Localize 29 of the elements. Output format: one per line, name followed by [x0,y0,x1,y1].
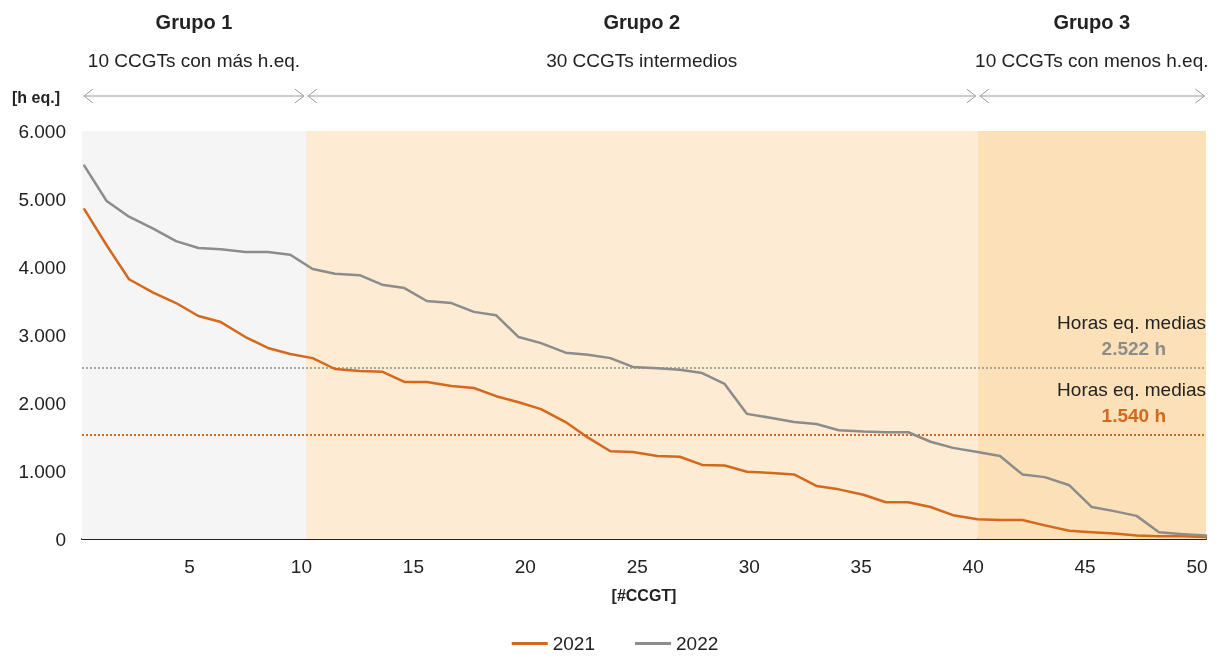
x-tick-label: 25 [626,556,648,577]
y-tick-label: 1.000 [18,460,66,482]
ref-line-label: Horas eq. medias 1.540 h [1057,378,1206,426]
text: 10 CCGTs con más h.eq. [87,49,301,71]
x-tick-label: 30 [738,556,760,577]
x-tick-label: 35 [850,556,872,577]
x-tick-label: 5 [184,556,195,577]
x-tick-label: 15 [402,556,424,577]
text: Grupo 3 [1053,11,1131,33]
text: 30 CCGTs intermedios [546,49,738,71]
x-tick-label: 40 [962,556,984,577]
legend-label: 2021 [552,633,596,654]
x-tick-label: 20 [514,556,536,577]
x-axis-title: [#CCGT] [611,586,677,604]
y-tick-label: 2.000 [18,392,66,414]
text: 10 CCGTs con menos h.eq. [975,49,1209,71]
y-tick-label: 5.000 [18,188,66,210]
legend-label: 2022 [676,633,719,654]
x-tick-label: 45 [1074,556,1096,577]
y-tick-label: 4.000 [18,256,66,278]
y-tick-label: 0 [55,528,66,550]
y-tick-label: 6.000 [18,120,66,142]
y-axis-title: [h eq.] [12,88,60,106]
y-tick-label: 3.000 [18,324,66,346]
x-tick-label: 10 [290,556,312,577]
x-tick-label: 50 [1186,556,1208,577]
ref-line-label: Horas eq. medias 2.522 h [1057,312,1206,359]
text: Grupo 2 [603,11,681,33]
text: Grupo 1 [155,11,233,33]
